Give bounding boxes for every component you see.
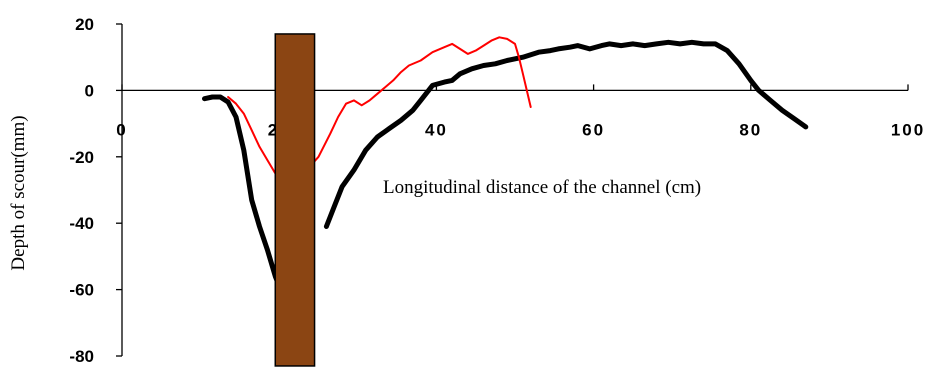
series-red-line bbox=[227, 36, 532, 175]
series-layer bbox=[202, 36, 809, 289]
series-black-line bbox=[202, 39, 809, 289]
x-tick-label: 40 bbox=[425, 120, 448, 139]
axes: 20 0 -20 -40 -60 -80 0 20 40 60 80 100 bbox=[69, 15, 925, 366]
y-tick-label: -80 bbox=[69, 347, 94, 366]
x-tick-group: 020406080100 bbox=[116, 84, 925, 139]
y-tick-group: 20 0 -20 -40 -60 -80 bbox=[69, 15, 122, 366]
y-tick-label: 0 bbox=[85, 81, 94, 100]
y-tick-label: -40 bbox=[69, 214, 94, 233]
x-tick-label: 60 bbox=[582, 120, 605, 139]
bridge-pier bbox=[274, 33, 316, 367]
y-tick-label: -60 bbox=[69, 281, 94, 300]
y-axis-label: Depth of scour(mm) bbox=[8, 115, 29, 270]
x-axis-label: Longitudinal distance of the channel (cm… bbox=[383, 177, 701, 198]
x-tick-label: 0 bbox=[116, 120, 127, 139]
x-tick-label: 100 bbox=[891, 120, 925, 139]
y-tick-label: 20 bbox=[75, 15, 94, 34]
x-tick-label: 80 bbox=[739, 120, 762, 139]
y-tick-label: -20 bbox=[69, 148, 94, 167]
